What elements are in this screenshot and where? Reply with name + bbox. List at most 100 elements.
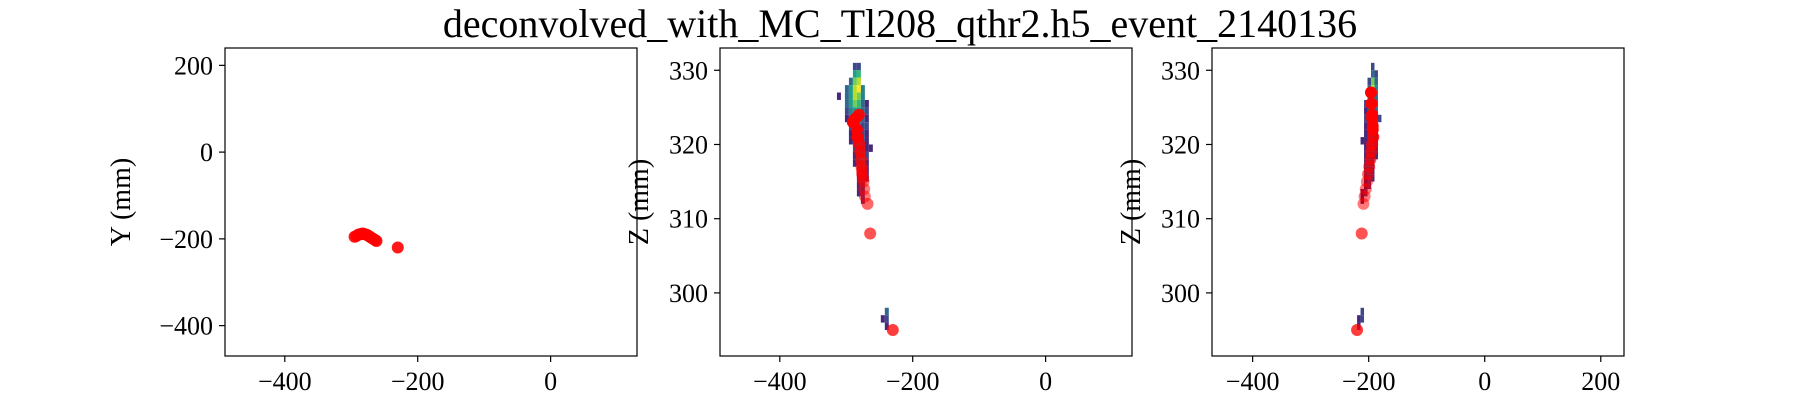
heatmap-cell [880, 315, 885, 323]
scatter-point [1357, 197, 1370, 210]
heatmap-cell [852, 77, 857, 86]
heatmap-cell [844, 85, 849, 93]
scatter-point [861, 197, 874, 210]
heatmap-cell [1367, 77, 1371, 86]
heatmap-cell [852, 70, 857, 78]
y-tick-label: 310 [1161, 205, 1200, 234]
heatmap-cell [860, 85, 865, 93]
y-tick-label: 300 [1161, 279, 1200, 308]
heatmap-cell [1364, 144, 1368, 152]
heatmap-cell [1364, 122, 1368, 130]
heatmap-cell [856, 85, 861, 93]
heatmap-cell [864, 159, 869, 167]
y-axis-label: Y (mm) [106, 158, 137, 246]
plot-area [348, 227, 404, 254]
xz-projection-panel: −400 −200 0 300 310 320 330 Z (mm) [624, 47, 1133, 396]
heatmap-cell [848, 92, 853, 100]
y-tick-label: 320 [669, 130, 708, 159]
heatmap-cell [856, 62, 861, 71]
heatmap-cell [856, 92, 861, 100]
heatmap-cell [864, 122, 869, 130]
heatmap-cell [852, 62, 857, 71]
scatter-point [1351, 324, 1364, 337]
scatter-point [1364, 86, 1377, 99]
heatmap-cell [848, 107, 853, 115]
heatmap-cell [864, 151, 869, 160]
heatmap-cell [864, 129, 869, 138]
y-tick-label: 330 [1161, 56, 1200, 85]
heatmap-cell [864, 114, 869, 123]
heatmap-cell [1360, 137, 1365, 145]
heatmap-cell [864, 107, 869, 115]
y-axis-label: Z (mm) [624, 159, 655, 245]
scatter-point [864, 227, 877, 240]
heatmap-cell [1374, 85, 1378, 93]
heatmap-cell [1364, 129, 1368, 138]
heatmap-cell [852, 159, 857, 167]
heatmap-cell [864, 99, 869, 108]
x-tick-label: 0 [1039, 367, 1052, 396]
heatmap-cell [1364, 114, 1368, 123]
heatmap-cell [1377, 114, 1382, 123]
y-tick-label: 0 [200, 138, 213, 167]
heatmap-cell [1360, 315, 1365, 323]
heatmap-cell [856, 77, 861, 86]
y-tick-label: 320 [1161, 130, 1200, 159]
x-tick-label: −400 [753, 367, 807, 396]
heatmap-cell [844, 92, 849, 100]
heatmap-cell [836, 92, 841, 100]
y-tick-label: −400 [159, 312, 213, 341]
heatmap-cell [848, 77, 853, 86]
heatmap-cell [848, 137, 853, 145]
heatmap-cell [848, 129, 853, 138]
heatmap-cell [852, 99, 857, 108]
scatter-point [1365, 97, 1378, 110]
heatmap-cell [852, 85, 857, 93]
heatmap-cell [1370, 77, 1375, 86]
heatmap-cell [1364, 107, 1368, 115]
x-tick-label: −200 [391, 367, 445, 396]
heatmap-cell [860, 122, 865, 130]
scatter-point [886, 324, 899, 337]
heatmap-cell [884, 322, 889, 331]
y-axis-label: Z (mm) [1116, 159, 1147, 245]
y-tick-label: 330 [669, 56, 708, 85]
axes-frame [1211, 47, 1625, 357]
heatmap-cell [848, 99, 853, 108]
plot-area [836, 62, 899, 337]
y-tick-label: 200 [174, 51, 213, 80]
scatter-point [391, 241, 404, 254]
y-tick-label: 300 [669, 279, 708, 308]
heatmap-cell [856, 70, 861, 78]
heatmap-cell [856, 99, 861, 108]
heatmap-cell [1370, 62, 1375, 71]
heatmap-cell [856, 189, 861, 197]
axes-frame [719, 47, 1133, 357]
heatmap-cell [1360, 307, 1365, 316]
heatmap-cell [860, 99, 865, 108]
heatmap-cell [884, 315, 889, 323]
plot-area [1351, 62, 1382, 337]
heatmap-cell [864, 137, 869, 145]
heatmap-cell [868, 144, 873, 152]
heatmap-cell [1374, 70, 1378, 78]
heatmap-cell [884, 307, 889, 316]
x-tick-label: 200 [1581, 367, 1620, 396]
x-tick-label: 0 [1478, 367, 1491, 396]
x-tick-label: −200 [886, 367, 940, 396]
axes-frame [224, 47, 638, 357]
x-tick-label: −200 [1342, 367, 1396, 396]
scatter-point [1355, 227, 1368, 240]
heatmap-cell [844, 114, 849, 123]
yz-projection-panel: −400 −200 0 200 300 310 320 330 Z (mm) [1116, 47, 1625, 396]
heatmap-cell [844, 107, 849, 115]
heatmap-cell [844, 99, 849, 108]
heatmap-cell [1374, 77, 1378, 86]
heatmap-cell [852, 92, 857, 100]
x-tick-label: −400 [1226, 367, 1280, 396]
heatmap-cell [1370, 70, 1375, 78]
heatmap-cell [864, 144, 869, 152]
scatter-point [852, 108, 865, 121]
heatmap-cell [1374, 151, 1378, 160]
